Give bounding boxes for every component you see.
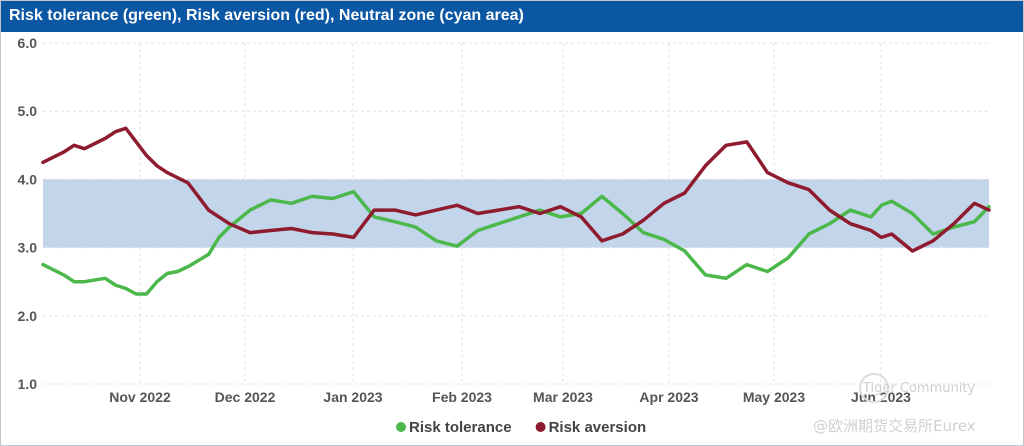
y-tick-label: 2.0 — [18, 308, 38, 324]
y-tick-label: 4.0 — [18, 171, 38, 187]
y-axis-ticks: 1.0 2.0 3.0 4.0 5.0 6.0 — [18, 35, 38, 392]
x-tick-label: Nov 2022 — [109, 389, 171, 405]
x-axis-ticks: Nov 2022 Dec 2022 Jan 2023 Feb 2023 Mar 2023… — [109, 389, 911, 405]
y-tick-label: 5.0 — [18, 103, 38, 119]
watermark-logo-icon — [859, 373, 889, 403]
x-tick-label: Feb 2023 — [432, 389, 492, 405]
y-tick-label: 6.0 — [18, 35, 38, 51]
watermark-handle: @欧洲期货交易所Eurex — [813, 417, 976, 435]
x-tick-label: Dec 2022 — [215, 389, 276, 405]
legend-marker — [535, 422, 546, 432]
risk-tolerance-line — [41, 189, 991, 296]
x-tick-label: Apr 2023 — [639, 389, 698, 405]
legend-label: Risk aversion — [549, 419, 647, 436]
chart-title: Risk tolerance (green), Risk aversion (r… — [9, 7, 524, 24]
watermark-text: Tiger Community — [863, 381, 976, 396]
x-tick-label: Mar 2023 — [533, 389, 593, 405]
legend: Risk tolerance Risk aversion — [396, 419, 646, 436]
x-tick-label: May 2023 — [743, 389, 805, 405]
risk-aversion-line — [41, 126, 991, 253]
legend-label: Risk tolerance — [409, 419, 512, 436]
series-lines — [41, 126, 991, 296]
x-tick-label: Jan 2023 — [323, 389, 382, 405]
y-tick-label: 1.0 — [18, 376, 38, 392]
legend-marker — [396, 422, 406, 432]
neutral-zone-layer — [43, 179, 989, 248]
neutral-zone-band — [43, 179, 989, 248]
title-bar: Risk tolerance (green), Risk aversion (r… — [1, 1, 1023, 32]
y-tick-label: 3.0 — [18, 240, 38, 256]
